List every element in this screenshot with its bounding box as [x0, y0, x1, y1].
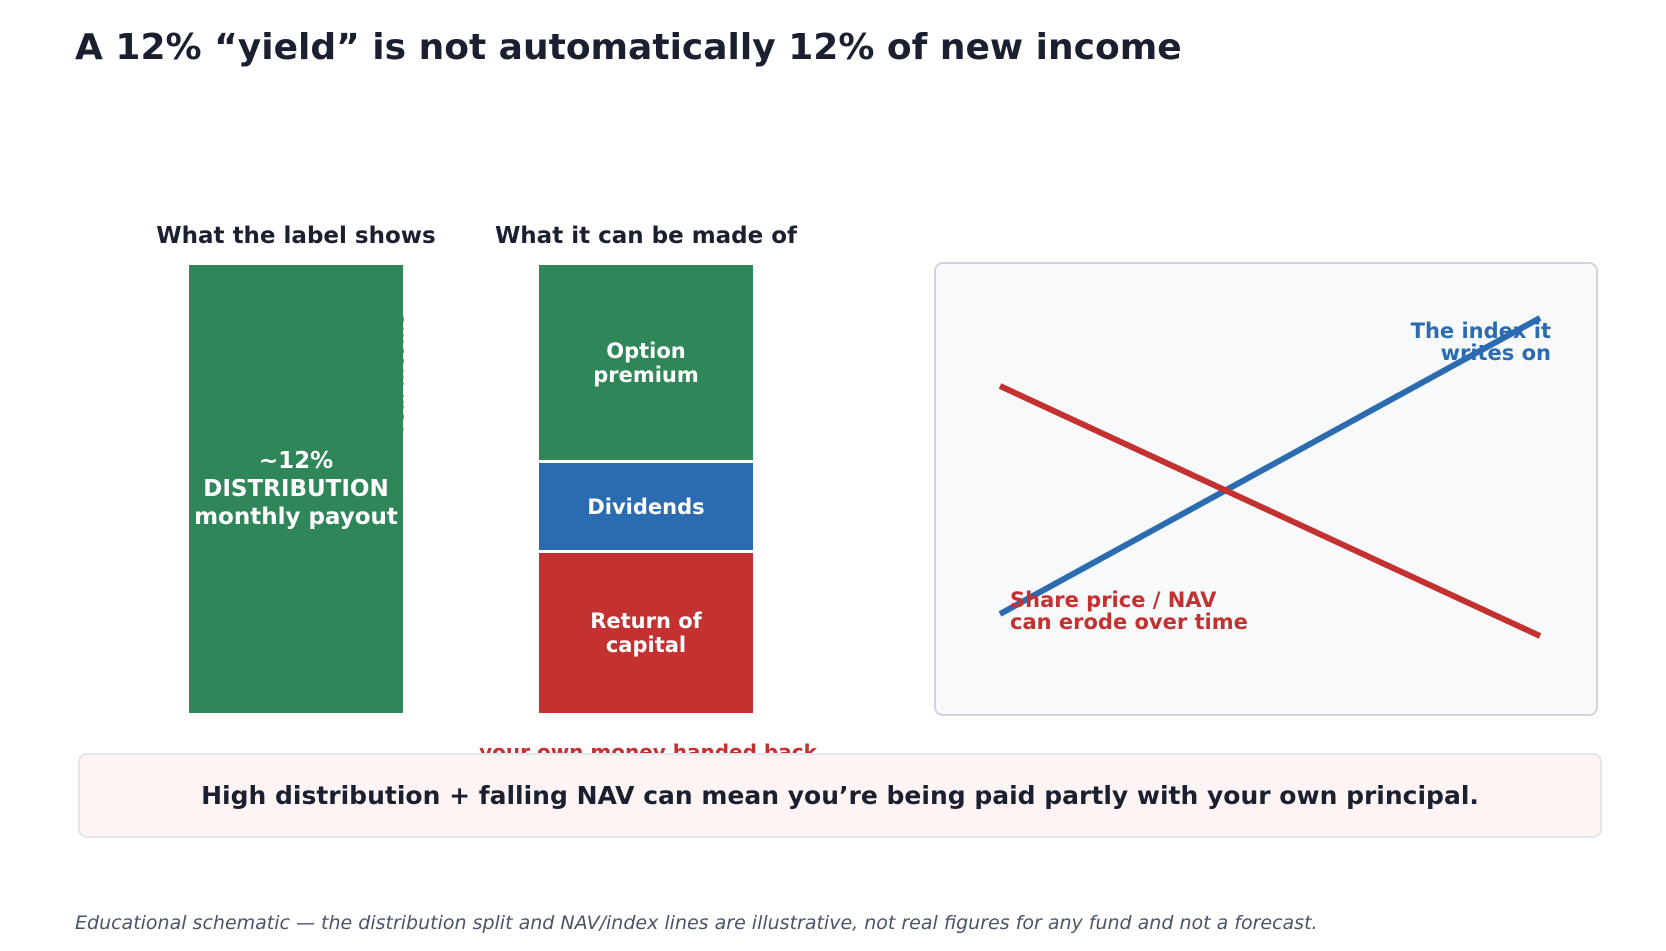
distribution-bar-line-1: ~12%	[258, 448, 334, 474]
return-of-capital-line-2: capital	[605, 633, 687, 657]
nav-index-lines	[998, 315, 1542, 639]
label-shows-heading: What the label shows	[156, 223, 436, 249]
return-of-capital-segment: Return of capital	[539, 553, 753, 713]
page-title: A 12% “yield” is not automatically 12% o…	[75, 27, 1182, 68]
option-premium-line-2: premium	[593, 362, 699, 387]
distribution-bar-line-2: DISTRIBUTION	[203, 476, 389, 502]
nav-label-line-1: Share price / NAV	[1010, 588, 1217, 612]
nav-line	[998, 383, 1542, 639]
real-income-label: real income	[387, 313, 409, 433]
principal-warning-callout: High distribution + falling NAV can mean…	[78, 753, 1602, 838]
made-of-heading: What it can be made of	[494, 223, 798, 249]
option-premium-line-1: Option	[606, 338, 686, 363]
distribution-bar: ~12% DISTRIBUTION monthly payout	[189, 265, 403, 713]
dividends-line-1: Dividends	[587, 494, 705, 519]
index-label: The index it writes on	[1411, 320, 1551, 364]
dividends-segment: Dividends	[539, 463, 753, 550]
distribution-bar-line-3: monthly payout	[194, 504, 398, 530]
index-line	[998, 315, 1542, 617]
nav-label-line-2: can erode over time	[1010, 610, 1248, 634]
index-label-line-2: writes on	[1440, 341, 1551, 365]
option-premium-segment: Option premium	[539, 265, 753, 460]
nav-index-panel	[934, 262, 1598, 716]
index-label-line-1: The index it	[1410, 319, 1551, 343]
footnote: Educational schematic — the distribution…	[75, 912, 1318, 934]
nav-label: Share price / NAV can erode over time	[1010, 589, 1248, 633]
return-of-capital-line-1: Return of	[590, 609, 702, 633]
